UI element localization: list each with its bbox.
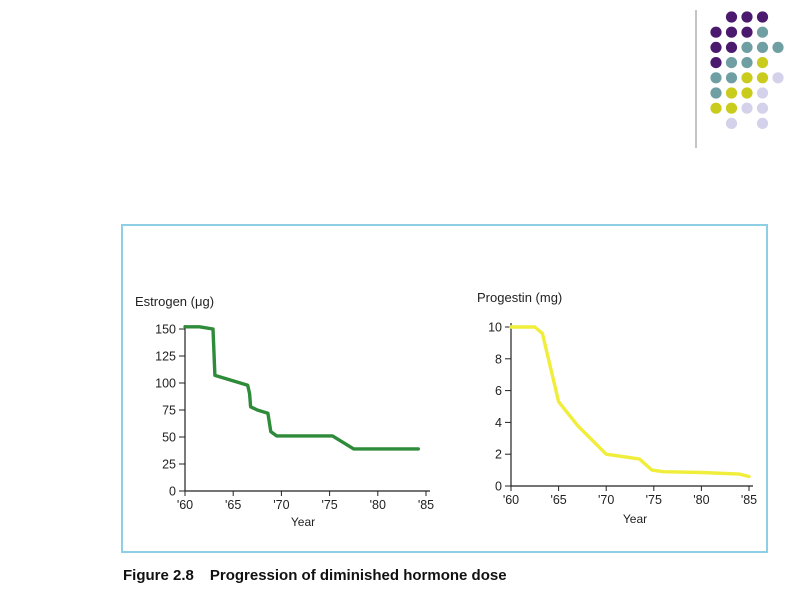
chart-xlabel: Year [623, 512, 647, 526]
decor-dot [741, 11, 753, 23]
x-tick-label: '60 [503, 493, 519, 507]
decor-dot [756, 102, 769, 114]
y-tick-label: 75 [162, 404, 176, 418]
decor-dot [725, 57, 738, 69]
figure-caption: Figure 2.8 Progression of diminished horm… [123, 567, 507, 584]
x-tick-label: '80 [370, 498, 386, 512]
decor-dot [710, 87, 722, 99]
estrogen-chart: Estrogen (μg) 0 25 50 75 100 125 150 '60 '65 '70… [135, 294, 434, 529]
y-tick-label: 25 [162, 458, 176, 472]
y-tick-label: 4 [495, 416, 502, 430]
decor-dot [756, 57, 769, 69]
x-tick-label: '80 [693, 493, 709, 507]
decor-dot [710, 26, 722, 38]
decor-dot [741, 57, 753, 69]
decor-dot [710, 72, 722, 84]
decor-dot [756, 11, 769, 23]
decor-dot [725, 117, 738, 129]
decor-dot [741, 26, 753, 38]
decor-dot [741, 41, 753, 54]
series-line [183, 325, 420, 451]
x-tick-label: '85 [741, 493, 757, 507]
series-line [509, 325, 751, 479]
x-tick-label: '70 [273, 498, 289, 512]
x-tick-label: '75 [646, 493, 662, 507]
y-tick-label: 6 [495, 384, 502, 398]
decorative-dot-pattern [695, 10, 784, 148]
y-tick-label: 0 [495, 480, 502, 494]
dot-grid [710, 11, 784, 129]
figure-number: Figure 2.8 [123, 567, 194, 584]
decor-dot [741, 87, 753, 99]
decor-dot [725, 102, 738, 114]
decor-dot [741, 102, 753, 114]
y-tick-label: 125 [155, 350, 176, 364]
x-tick-label: '85 [418, 498, 434, 512]
decor-dot [725, 11, 738, 23]
decor-dot [772, 41, 784, 54]
decor-dot [725, 26, 738, 38]
decor-dot [741, 72, 753, 84]
y-tick-label: 50 [162, 431, 176, 445]
y-tick-label: 150 [155, 323, 176, 337]
x-tick-label: '70 [598, 493, 614, 507]
x-tick-label: '75 [321, 498, 337, 512]
decor-dot [710, 102, 722, 114]
y-tick-label: 0 [169, 485, 176, 499]
x-tick-label: '65 [225, 498, 241, 512]
decor-dot [772, 72, 784, 84]
figure-title: Progression of diminished hormone dose [209, 567, 507, 584]
chart-ylabel: Estrogen (μg) [135, 294, 214, 309]
decor-dot [725, 87, 738, 99]
decor-dot [756, 72, 769, 84]
decor-dot [756, 41, 769, 54]
y-tick-label: 8 [495, 352, 502, 366]
chart-xlabel: Year [291, 515, 315, 529]
x-tick-label: '65 [550, 493, 566, 507]
decor-dot [725, 72, 738, 84]
decor-dot [756, 26, 769, 38]
y-tick-label: 10 [488, 321, 502, 335]
x-tick-label: '60 [177, 498, 193, 512]
decor-dot [756, 87, 769, 99]
decor-dot [756, 117, 769, 129]
progestin-chart: Progestin (mg) 0 2 4 6 8 10 '60 '65 '70 '75 '80 '8… [477, 290, 757, 526]
decor-dot [710, 57, 722, 69]
y-tick-label: 100 [155, 377, 176, 391]
y-tick-label: 2 [495, 448, 502, 462]
figure-frame: Estrogen (μg) 0 25 50 75 100 125 150 '60'65'70… [121, 224, 768, 553]
decor-dot [710, 41, 722, 54]
decor-dot [725, 41, 738, 54]
chart-ylabel: Progestin (mg) [477, 290, 562, 305]
